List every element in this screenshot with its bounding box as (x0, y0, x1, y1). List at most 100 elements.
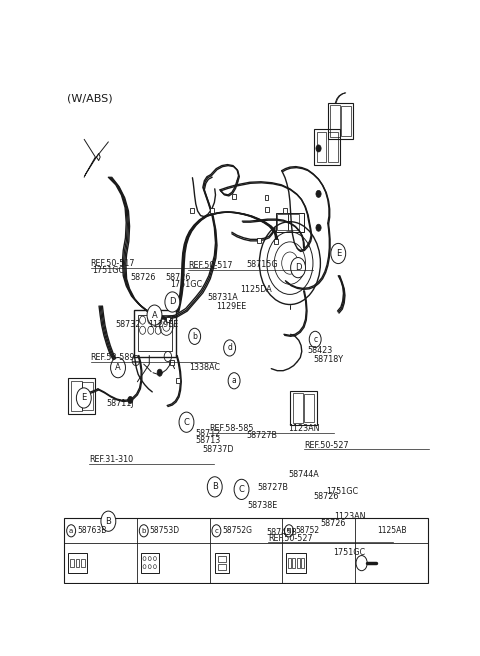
Text: 58726: 58726 (130, 274, 156, 282)
Text: 58718Y: 58718Y (313, 354, 343, 363)
Text: 1751GC: 1751GC (334, 548, 366, 557)
Circle shape (165, 292, 180, 312)
Bar (83, 382, 93, 410)
Circle shape (101, 511, 116, 531)
Circle shape (128, 396, 133, 403)
Bar (68, 553, 87, 573)
Bar (138, 315, 172, 352)
Bar (277, 214, 288, 230)
Bar (232, 194, 236, 199)
Bar (210, 207, 214, 213)
Circle shape (189, 328, 201, 344)
Text: 58753D: 58753D (150, 526, 180, 535)
Bar (304, 394, 314, 422)
Circle shape (316, 224, 321, 232)
Text: 58752G: 58752G (222, 526, 252, 535)
Bar (217, 564, 227, 570)
Text: REF.50-517: REF.50-517 (188, 261, 232, 270)
Text: c: c (215, 528, 218, 534)
Bar (293, 394, 303, 422)
Bar (166, 317, 170, 322)
Bar (288, 214, 299, 230)
Text: C: C (183, 418, 190, 426)
Text: E: E (81, 394, 86, 402)
Text: 58712: 58712 (195, 429, 221, 438)
Circle shape (234, 480, 249, 499)
Circle shape (316, 145, 321, 152)
Text: REF.58-589: REF.58-589 (91, 353, 135, 362)
Bar (81, 559, 84, 567)
Text: c: c (313, 335, 317, 344)
Circle shape (309, 331, 321, 348)
Text: b: b (192, 332, 197, 341)
Text: b: b (142, 528, 146, 534)
Text: 58731A: 58731A (207, 293, 238, 302)
Bar (64, 518, 428, 583)
Bar (297, 558, 300, 568)
Text: REF.50-527: REF.50-527 (268, 534, 313, 543)
Text: 1129EE: 1129EE (148, 319, 178, 329)
Bar (76, 559, 79, 567)
Circle shape (110, 358, 125, 378)
Text: 1125AB: 1125AB (377, 526, 406, 535)
Circle shape (228, 373, 240, 389)
Text: 58727B: 58727B (257, 483, 288, 493)
Text: 1751GC: 1751GC (170, 280, 202, 289)
Text: A: A (115, 363, 121, 372)
Bar (264, 195, 268, 200)
Circle shape (224, 340, 236, 356)
Circle shape (331, 243, 346, 264)
Circle shape (147, 305, 162, 325)
Text: 58726: 58726 (314, 493, 339, 501)
Text: a: a (69, 528, 73, 534)
Bar (286, 553, 307, 573)
Bar (314, 129, 340, 165)
Circle shape (157, 369, 162, 377)
Text: (W/ABS): (W/ABS) (67, 94, 112, 104)
Bar (257, 238, 261, 243)
Circle shape (139, 525, 148, 537)
Text: 58763B: 58763B (77, 526, 107, 535)
Circle shape (316, 190, 321, 197)
Text: d: d (287, 528, 291, 534)
Text: D: D (169, 297, 176, 306)
Text: 1123AN: 1123AN (288, 424, 320, 433)
Bar (317, 132, 326, 162)
Bar (215, 553, 229, 573)
Text: 58726: 58726 (165, 274, 191, 282)
Bar (276, 213, 304, 232)
Circle shape (212, 525, 221, 537)
Bar (133, 310, 177, 356)
Text: 58727B: 58727B (246, 431, 277, 440)
Text: 1129EE: 1129EE (216, 302, 247, 310)
Text: a: a (232, 377, 237, 385)
Text: 1125DA: 1125DA (240, 285, 272, 295)
Bar (68, 378, 95, 414)
Text: 58711J: 58711J (107, 399, 134, 408)
Bar (71, 380, 82, 411)
Bar (290, 391, 317, 425)
Bar (341, 106, 351, 136)
Text: A: A (152, 311, 157, 319)
Circle shape (76, 388, 91, 408)
Text: 58732: 58732 (115, 319, 141, 329)
Text: REF.58-585: REF.58-585 (209, 424, 253, 433)
Text: E: E (336, 249, 341, 258)
Text: 58423: 58423 (307, 346, 332, 355)
Text: REF.50-527: REF.50-527 (304, 441, 348, 450)
Text: 58737D: 58737D (202, 445, 234, 454)
Text: 58713: 58713 (195, 436, 221, 445)
Text: 58745B: 58745B (266, 528, 297, 537)
Bar (330, 106, 340, 137)
Text: 58715G: 58715G (247, 260, 278, 269)
Bar (328, 133, 337, 161)
Circle shape (291, 258, 306, 277)
Text: B: B (106, 517, 111, 525)
Circle shape (285, 525, 293, 537)
Text: 1338AC: 1338AC (190, 363, 220, 372)
Circle shape (67, 525, 76, 537)
Circle shape (179, 412, 194, 432)
Text: REF.50-517: REF.50-517 (91, 259, 135, 268)
Bar (141, 553, 159, 573)
Text: d: d (227, 344, 232, 352)
